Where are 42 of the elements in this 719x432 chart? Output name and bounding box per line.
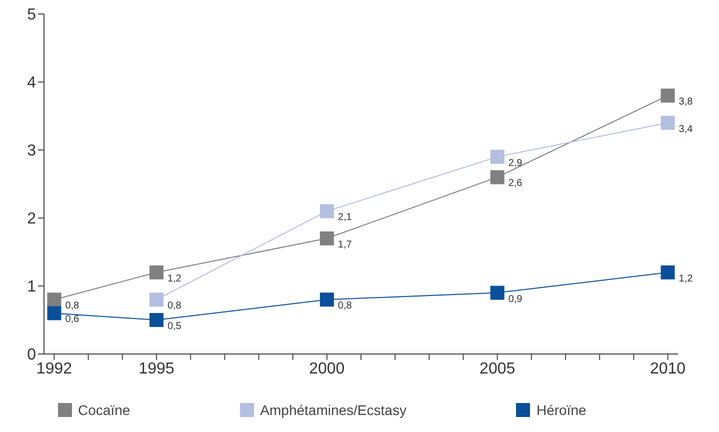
data-label: 2,6 — [508, 178, 523, 190]
y-tick-label: 1 — [27, 278, 36, 296]
data-label: 1,7 — [338, 239, 352, 250]
data-label: 0,8 — [338, 300, 352, 312]
data-label: 1,2 — [167, 273, 182, 284]
point — [490, 170, 504, 184]
data-label: 0,8 — [167, 300, 182, 312]
point — [660, 88, 675, 103]
data-label: 2,1 — [338, 212, 352, 224]
data-label: 0,6 — [65, 314, 80, 326]
point — [490, 286, 504, 300]
point — [47, 292, 62, 307]
legend-label: Amphétamines/Ecstasy — [260, 402, 406, 418]
y-tick-label: 3 — [27, 142, 36, 160]
data-label: 0,9 — [508, 294, 523, 305]
point — [149, 265, 164, 280]
y-tick-label: 2 — [27, 210, 36, 228]
x-tick-label: 2000 — [309, 360, 345, 378]
data-label: 3,8 — [678, 96, 694, 108]
data-label: 3,4 — [678, 124, 694, 135]
point — [47, 306, 62, 320]
data-label: 1,2 — [678, 273, 694, 284]
point — [149, 292, 164, 307]
legend-label: Cocaïne — [78, 402, 130, 418]
point — [320, 292, 334, 307]
x-tick-label: 1995 — [138, 360, 174, 378]
point — [490, 150, 504, 164]
legend-label: Héroïne — [536, 402, 586, 418]
x-tick-label: 2010 — [650, 360, 686, 378]
data-label: 2,9 — [508, 158, 523, 169]
x-tick-label: 1992 — [36, 360, 72, 378]
x-tick-label: 2005 — [480, 360, 516, 378]
point — [320, 231, 334, 246]
point — [149, 313, 164, 327]
data-label: 0,5 — [167, 321, 182, 332]
y-tick-label: 0 — [27, 346, 36, 364]
y-tick-label: 5 — [27, 6, 36, 24]
y-tick-label: 4 — [27, 74, 36, 92]
point — [320, 204, 334, 218]
data-label: 0,8 — [65, 300, 80, 312]
point — [660, 265, 675, 280]
point — [660, 116, 675, 130]
